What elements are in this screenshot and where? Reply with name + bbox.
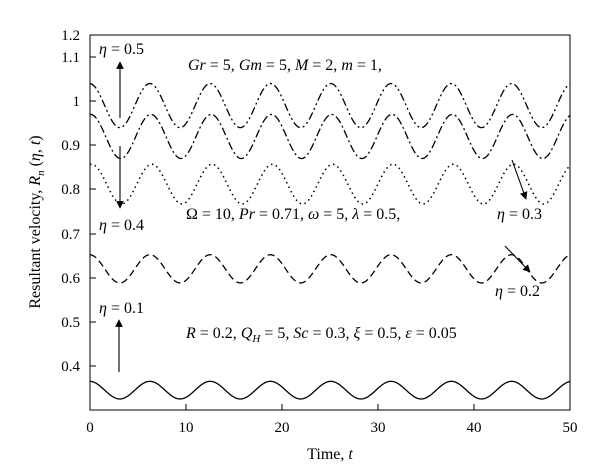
annotation-arrows — [115, 61, 531, 372]
series-line-eta-0.5 — [89, 82, 571, 129]
arrow-eta-0.2 — [504, 245, 531, 273]
y-tick-label: 0.5 — [61, 315, 80, 331]
y-axis-title: Resultant velocity, Rn (η, t) — [27, 135, 47, 308]
y-ticks: 0.4 0.5 0.6 0.7 0.8 0.9 1 1.1 1.2 — [61, 28, 96, 375]
y-tick-label: 0.8 — [61, 182, 80, 198]
y-tick-label: 1.2 — [61, 28, 80, 44]
eta-label-0.1: η = 0.1 — [99, 300, 144, 317]
series-line-eta-0.1 — [89, 380, 571, 400]
eta-label-0.2: η = 0.2 — [495, 283, 540, 300]
x-tick-label: 30 — [371, 420, 386, 436]
eta-label-0.4: η = 0.4 — [99, 217, 144, 234]
x-tick-label: 50 — [563, 420, 578, 436]
x-ticks: 0 10 20 30 40 50 — [86, 404, 578, 436]
arrow-eta-0.3 — [511, 159, 528, 200]
plot-frame — [89, 34, 571, 411]
eta-label-0.3: η = 0.3 — [497, 206, 542, 223]
x-tick-label: 10 — [179, 420, 194, 436]
y-tick-label: 0.4 — [61, 359, 80, 375]
series-line-eta-0.4 — [89, 113, 571, 160]
series-line-eta-0.3 — [89, 163, 571, 205]
params-line-2: Ω = 10, Pr = 0.71, ω = 5, λ = 0.5, — [186, 206, 400, 223]
x-tick-label: 40 — [467, 420, 482, 436]
y-tick-label: 1 — [73, 94, 81, 110]
y-tick-label: 1.1 — [61, 50, 80, 66]
series-line-eta-0.2 — [89, 254, 571, 284]
y-tick-label: 0.7 — [61, 227, 80, 243]
eta-label-0.5: η = 0.5 — [99, 41, 144, 58]
params-line-1: Gr = 5, Gm = 5, M = 2, m = 1, — [188, 57, 382, 74]
y-tick-label: 0.6 — [61, 271, 80, 287]
x-tick-label: 0 — [86, 420, 94, 436]
series-group — [89, 82, 571, 400]
y-tick-label: 0.9 — [61, 138, 80, 154]
x-tick-label: 20 — [275, 420, 290, 436]
params-line-3: R = 0.2, QH​ = 5, Sc = 0.3, ξ = 0.5, ε =… — [185, 325, 457, 345]
x-axis-title: Time, t — [307, 446, 353, 463]
